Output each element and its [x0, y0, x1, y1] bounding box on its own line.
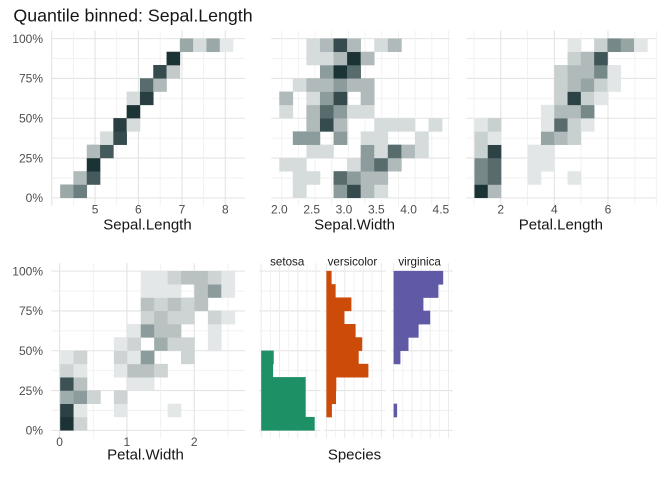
- svg-text:3.0: 3.0: [336, 203, 353, 217]
- svg-text:75%: 75%: [19, 304, 43, 318]
- svg-text:Petal.Length: Petal.Length: [519, 217, 603, 234]
- svg-text:4: 4: [551, 203, 558, 217]
- svg-text:8: 8: [222, 203, 229, 217]
- svg-text:25%: 25%: [19, 384, 43, 398]
- svg-text:versicolor: versicolor: [328, 255, 378, 268]
- svg-text:100%: 100%: [12, 264, 43, 278]
- svg-text:2.5: 2.5: [303, 203, 320, 217]
- svg-text:0%: 0%: [26, 191, 44, 205]
- svg-text:50%: 50%: [19, 112, 43, 126]
- svg-text:2: 2: [191, 435, 198, 449]
- svg-text:7: 7: [179, 203, 186, 217]
- svg-text:Quantile binned: Sepal.Length: Quantile binned: Sepal.Length: [13, 6, 252, 26]
- svg-text:Petal.Width: Petal.Width: [107, 446, 184, 463]
- svg-text:6: 6: [135, 203, 142, 217]
- svg-text:25%: 25%: [19, 151, 43, 165]
- svg-text:3.5: 3.5: [368, 203, 385, 217]
- svg-text:75%: 75%: [19, 72, 43, 86]
- svg-text:virginica: virginica: [398, 255, 441, 268]
- svg-text:100%: 100%: [12, 32, 43, 46]
- svg-text:Species: Species: [328, 446, 381, 463]
- svg-text:5: 5: [92, 203, 99, 217]
- svg-text:4.0: 4.0: [400, 203, 417, 217]
- svg-text:0: 0: [56, 435, 63, 449]
- svg-text:2.0: 2.0: [271, 203, 288, 217]
- svg-text:4.5: 4.5: [433, 203, 450, 217]
- svg-text:1: 1: [124, 435, 131, 449]
- svg-text:setosa: setosa: [270, 255, 305, 268]
- svg-text:Sepal.Length: Sepal.Length: [103, 217, 191, 234]
- svg-text:0%: 0%: [26, 424, 44, 438]
- svg-text:50%: 50%: [19, 344, 43, 358]
- svg-text:6: 6: [605, 203, 612, 217]
- svg-text:2: 2: [497, 203, 504, 217]
- svg-text:Sepal.Width: Sepal.Width: [314, 217, 395, 234]
